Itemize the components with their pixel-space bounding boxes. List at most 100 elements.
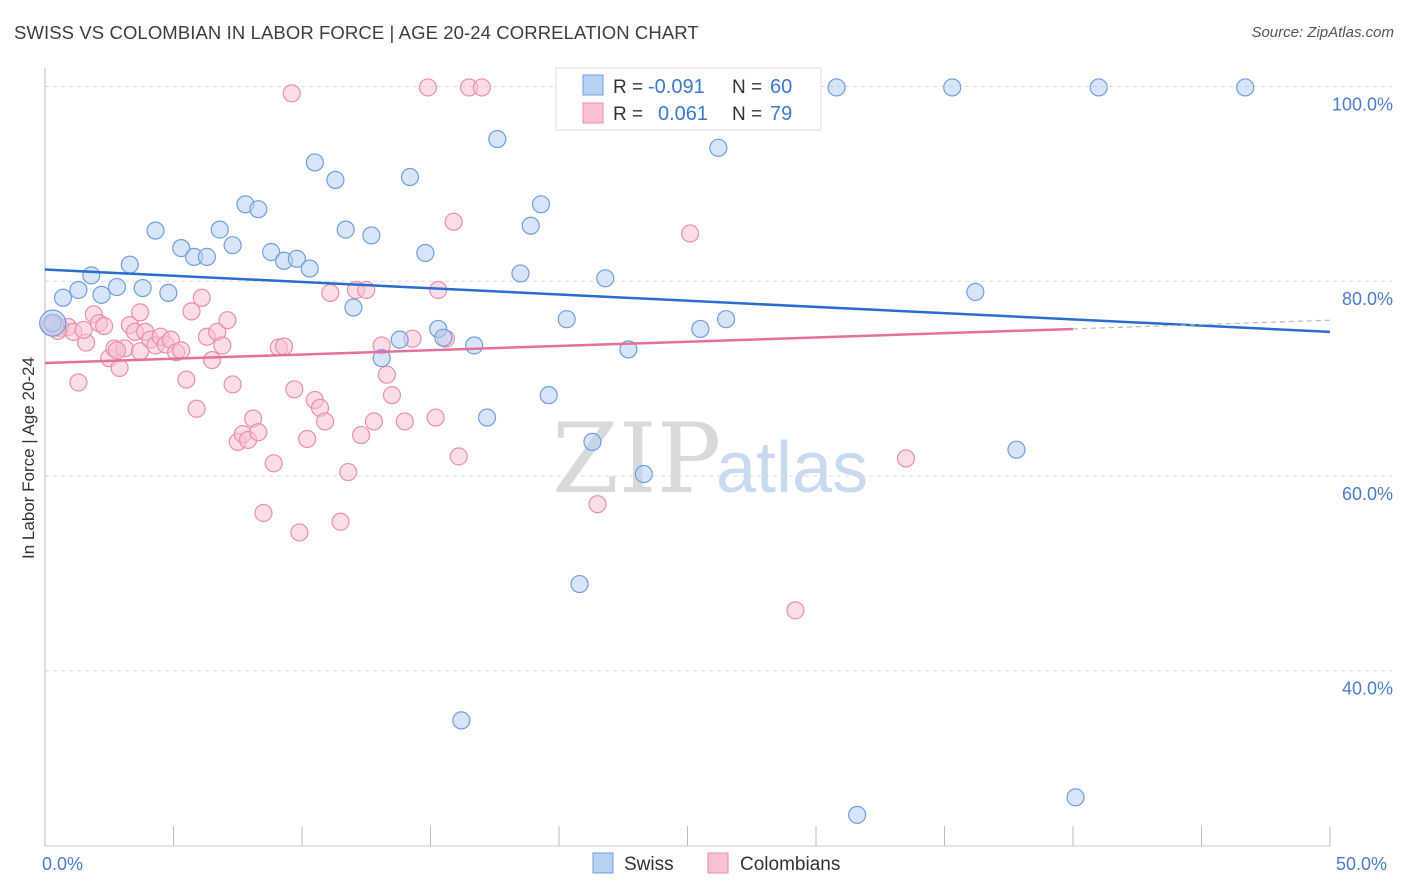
- swiss-point: [305, 153, 324, 172]
- colombians-point: [254, 503, 273, 523]
- colombians-point: [130, 303, 150, 322]
- swiss-point: [521, 216, 540, 235]
- colombians-point: [331, 512, 350, 531]
- legend-r-value-swiss: -0.091: [648, 76, 705, 98]
- swiss-point: [262, 242, 281, 262]
- swiss-point: [146, 221, 165, 240]
- colombians-point: [472, 78, 491, 97]
- swiss-point: [848, 805, 867, 824]
- swiss-point: [511, 264, 530, 283]
- swiss-point: [344, 298, 363, 317]
- colombians-point: [223, 375, 242, 394]
- swiss-point: [619, 340, 638, 359]
- colombians-point: [339, 462, 358, 482]
- swiss-point: [709, 138, 728, 157]
- swiss-point: [390, 330, 409, 349]
- swiss-point: [69, 280, 88, 300]
- colombians-point: [95, 316, 114, 336]
- y-tick-label: 80.0%: [1342, 289, 1393, 309]
- y-axis-labels: 100.0% 80.0% 60.0% 40.0%: [1332, 94, 1393, 698]
- y-tick-label: 40.0%: [1342, 679, 1393, 699]
- legend-r-label-swiss: R =: [613, 77, 643, 98]
- colombians-point: [202, 350, 222, 370]
- swiss-point: [465, 336, 484, 355]
- swiss-point: [434, 328, 453, 347]
- swiss-point: [159, 283, 178, 303]
- swiss-point: [197, 247, 217, 266]
- swiss-point: [557, 310, 576, 329]
- swiss-point: [634, 464, 653, 484]
- series-legend: Swiss Colombians: [592, 852, 840, 875]
- colombians-point: [74, 320, 93, 340]
- legend-n-value-swiss: 60: [770, 76, 792, 98]
- swiss-point: [1236, 78, 1255, 97]
- swiss-point: [716, 310, 736, 329]
- colombians-point: [172, 341, 191, 360]
- swiss-point: [583, 432, 602, 451]
- colombians-point: [177, 370, 196, 389]
- y-tick-label: 60.0%: [1342, 484, 1393, 504]
- swiss-point: [82, 266, 101, 285]
- legend-n-label-colombians: N =: [732, 104, 762, 125]
- swiss-point: [1007, 440, 1026, 459]
- colombians-point: [680, 224, 700, 243]
- x-tick-label-max: 50.0%: [1336, 854, 1387, 874]
- swiss-point-cluster: [39, 309, 67, 337]
- legend-swatch-swiss: [582, 74, 604, 96]
- swiss-point: [1066, 788, 1085, 807]
- bottom-legend-label-colombians: Colombians: [740, 854, 840, 875]
- swiss-point: [477, 408, 497, 427]
- colombians-point: [395, 412, 414, 431]
- correlation-legend: R = -0.091 N = 60 R = 0.061 N = 79: [555, 67, 822, 131]
- trend-lines: [44, 268, 1331, 365]
- swiss-point: [107, 277, 127, 297]
- watermark-zip: ZIP: [552, 403, 721, 515]
- swiss-point: [416, 243, 435, 263]
- colombians-point: [377, 365, 396, 384]
- swiss-point: [300, 259, 319, 278]
- colombians-point: [282, 84, 301, 103]
- colombians-point: [274, 337, 294, 356]
- swiss-point: [249, 200, 268, 219]
- colombians-point: [316, 412, 335, 431]
- colombians-point: [786, 601, 805, 620]
- swiss-point: [372, 349, 391, 368]
- x-axis-ticks: [44, 826, 1331, 846]
- swiss-point: [1089, 78, 1108, 97]
- swiss-point: [133, 278, 152, 298]
- bottom-legend-swatch-colombians: [707, 852, 729, 874]
- colombians-trend-line: [44, 327, 1074, 365]
- colombians-point: [418, 78, 438, 97]
- swiss-point: [223, 236, 242, 255]
- swiss-point: [172, 239, 191, 258]
- colombians-point: [426, 408, 445, 427]
- colombians-point: [218, 311, 237, 330]
- colombians-point: [187, 399, 206, 418]
- colombians-point: [285, 380, 304, 399]
- colombians-point: [182, 302, 201, 321]
- swiss-point: [827, 78, 846, 97]
- colombians-point: [264, 454, 283, 473]
- grid-lines: [45, 85, 1392, 672]
- colombians-point: [364, 412, 384, 431]
- swiss-point: [966, 282, 985, 302]
- swiss-point: [452, 711, 471, 730]
- legend-n-value-colombians: 79: [770, 103, 792, 125]
- swiss-point: [336, 220, 355, 239]
- swiss-point: [943, 78, 962, 97]
- legend-r-value-colombians: 0.061: [658, 103, 708, 125]
- swiss-point: [531, 195, 551, 214]
- swiss-point: [120, 255, 139, 274]
- colombians-point: [352, 425, 371, 445]
- y-tick-label: 100.0%: [1332, 94, 1393, 114]
- swiss-point: [596, 269, 615, 288]
- bottom-legend-label-swiss: Swiss: [624, 854, 674, 875]
- colombians-point: [298, 429, 317, 449]
- legend-r-label-colombians: R =: [613, 104, 643, 125]
- legend-swatch-colombians: [582, 102, 604, 124]
- swiss-point: [362, 226, 381, 245]
- colombians-point: [192, 288, 211, 307]
- swiss-trend-line: [44, 268, 1331, 334]
- colombians-point: [213, 336, 232, 355]
